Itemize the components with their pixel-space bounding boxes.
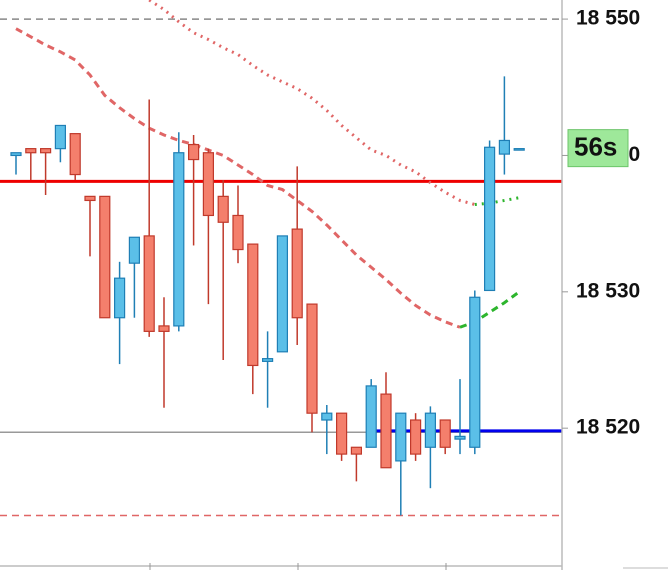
candle-body [99, 195, 111, 319]
y-tick-label: 18 550 [576, 7, 640, 30]
timer-label: 56s [574, 132, 617, 162]
candle-body [395, 412, 407, 462]
candle-body [10, 152, 22, 157]
candle-body [424, 412, 436, 448]
candle-body [158, 325, 170, 332]
timer-badge [567, 129, 629, 168]
moving-average [148, 0, 476, 206]
candle-body [188, 143, 200, 161]
y-tick-label: 18 530 [576, 279, 640, 302]
candle-body [217, 195, 229, 223]
candle-body [469, 296, 481, 448]
candle-body [350, 446, 362, 455]
candle-body [291, 228, 303, 319]
candle-body [232, 214, 244, 251]
candle-body [439, 419, 451, 448]
candle-body [202, 152, 214, 217]
candle-body [84, 195, 96, 202]
candle-body [380, 393, 392, 469]
candle-body [143, 235, 155, 332]
candle-body [454, 435, 466, 440]
y-tick-label: 18 520 [576, 416, 640, 439]
candle-body [321, 412, 333, 421]
candle-body [306, 303, 318, 414]
moving-average [459, 290, 521, 329]
moving-average [15, 27, 461, 329]
candle-body [262, 358, 274, 362]
candle-body [484, 146, 496, 292]
plot-area [0, 0, 562, 517]
candle-body [513, 148, 525, 151]
candle-body [39, 148, 52, 154]
candle-body [498, 139, 510, 155]
candle-body [276, 235, 288, 353]
candle-body [336, 412, 348, 455]
candle-body [25, 148, 37, 154]
candle-body [69, 133, 81, 176]
moving-average [474, 196, 520, 207]
candle-body [113, 277, 126, 319]
candle-body [410, 419, 422, 455]
candle-body [128, 236, 140, 264]
candle-body [54, 124, 67, 150]
candle-body [173, 152, 185, 327]
candle-body [365, 385, 377, 448]
candle-body [247, 243, 259, 367]
